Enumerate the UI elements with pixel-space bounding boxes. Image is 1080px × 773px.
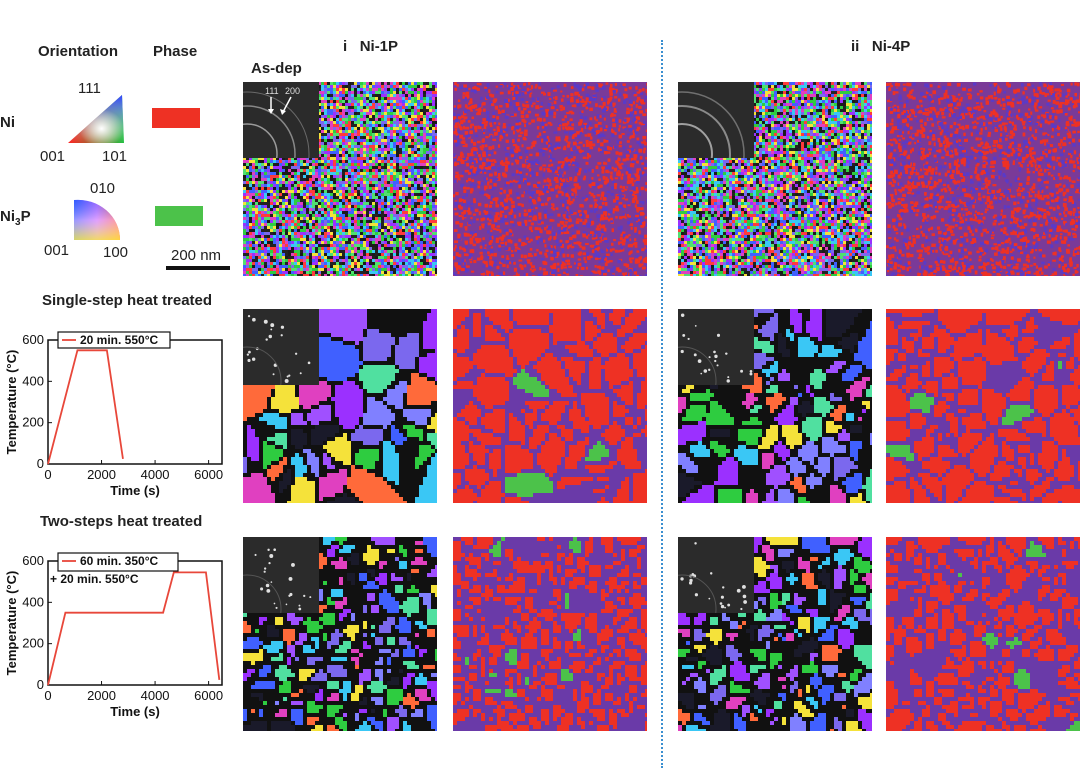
y-tick-label: 600 [22,553,44,568]
inset-label-200: 200 [285,86,300,96]
y-tick-label: 400 [22,373,44,388]
ni-phase-swatch [152,108,200,128]
temperature-curve [47,349,124,465]
single-step-temperature-chart: 0 2000 4000 6000 0 200 400 600 Time (s) Temperatu… [4,331,223,498]
ni3p-ipf-quadrant [74,199,121,240]
ni-ipf-triangle [68,95,124,143]
ni1p-two-step-phase-map [453,537,647,731]
ni4p-asdep-diffraction-inset [678,82,754,158]
ni4p-single-diffraction-inset [678,309,754,385]
ni1p-asdep-orientation-map: 111 200 [243,82,437,276]
x-tick-label: 2000 [87,467,116,482]
x-tick-label: 6000 [194,467,223,482]
ni-ipf-left-label: 001 [40,148,65,165]
ni3p-phase-swatch [155,206,203,226]
column-ii-header: ii Ni-4P [851,38,910,55]
single-step-header: Single-step heat treated [42,292,212,309]
y-tick-label: 600 [22,332,44,347]
legend-label: 60 min. 350°C [80,554,159,568]
y-axis-title: Temperature (°C) [4,350,19,455]
ni1p-two-step-diffraction-inset [243,537,319,613]
x-tick-label: 2000 [87,688,116,703]
plot-frame [47,339,223,465]
ni1p-asdep-phase-map [453,82,647,276]
ni3p-row-label: Ni3P [0,208,31,228]
ni1p-single-diffraction-inset [243,309,319,385]
ni4p-two-step-orientation-map [678,537,872,731]
column-i-header: i Ni-1P [343,38,398,55]
x-tick-label: 0 [44,688,51,703]
x-axis-title: Time (s) [110,704,160,719]
legend-label: + 20 min. 550°C [50,572,139,586]
ni3p-ipf-top-label: 010 [90,180,115,197]
ni1p-single-phase-map [453,309,647,503]
ni1p-two-step-orientation-map [243,537,437,731]
y-tick-label: 0 [37,677,44,692]
ni4p-single-orientation-map [678,309,872,503]
ni4p-single-phase-map [886,309,1080,503]
as-dep-label: As-dep [251,60,302,77]
scale-bar-label: 200 nm [171,247,221,264]
ni1p-asdep-diffraction-inset: 111 200 [243,82,319,158]
x-tick-label: 6000 [194,688,223,703]
legend-box [57,331,171,349]
phase-header: Phase [153,43,197,60]
column-divider [661,40,663,768]
legend-label: 20 min. 550°C [80,333,159,347]
ni3p-ipf-right-label: 100 [103,244,128,261]
two-step-temperature-chart: 0 2000 4000 6000 0 200 400 600 Time (s) Temperatu… [4,552,223,719]
ni1p-single-orientation-map [243,309,437,503]
scale-bar [166,266,230,270]
ni3p-ipf-left-label: 001 [44,242,69,259]
ni-ipf-top-label: 111 [78,80,101,97]
y-tick-label: 400 [22,594,44,609]
temperature-curve [47,571,221,686]
x-tick-label: 4000 [141,467,170,482]
x-tick-label: 4000 [141,688,170,703]
ni-row-label: Ni [0,114,15,131]
legend-box [57,552,179,572]
ni4p-two-step-phase-map [886,537,1080,731]
y-tick-label: 200 [22,415,44,430]
x-axis-title: Time (s) [110,483,160,498]
orientation-header: Orientation [38,43,118,60]
ni4p-asdep-orientation-map [678,82,872,276]
ni4p-two-step-diffraction-inset [678,537,754,613]
y-tick-label: 0 [37,456,44,471]
ni4p-asdep-phase-map [886,82,1080,276]
inset-label-111: 111 [265,86,279,96]
y-axis-title: Temperature (°C) [4,571,19,676]
x-tick-label: 0 [44,467,51,482]
ni-ipf-right-label: 101 [102,148,127,165]
y-tick-label: 200 [22,636,44,651]
two-steps-header: Two-steps heat treated [40,513,202,530]
